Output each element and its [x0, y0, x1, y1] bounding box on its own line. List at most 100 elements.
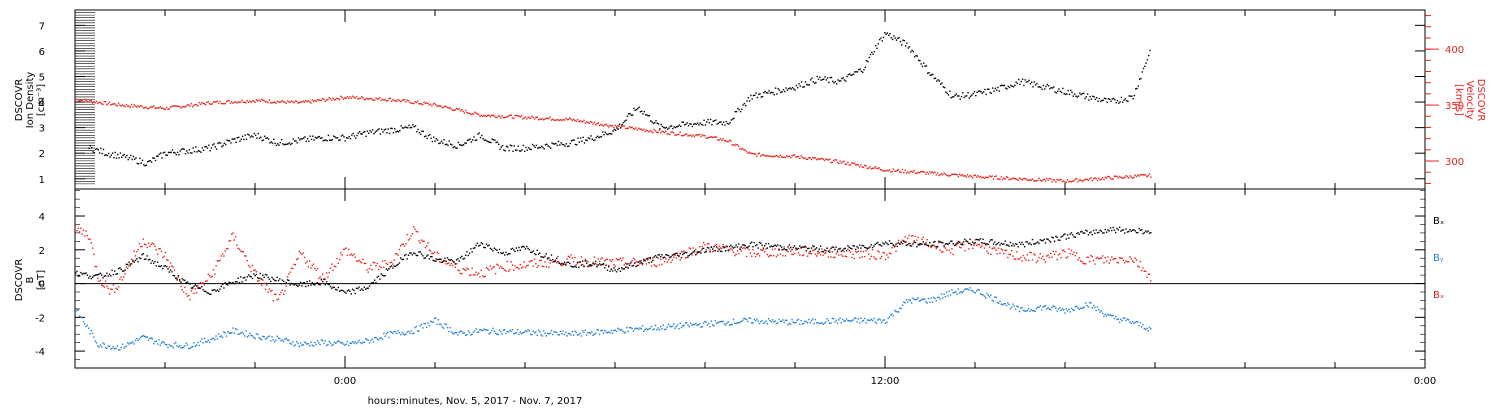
- velocity-point: [557, 118, 559, 121]
- bx-point: [732, 247, 735, 249]
- bx-point: [427, 254, 429, 256]
- bx-point: [255, 273, 258, 276]
- bx-point: [285, 281, 287, 284]
- density-point: [500, 146, 502, 148]
- bz-point: [836, 249, 839, 251]
- bx-point: [121, 270, 124, 272]
- by-point: [1115, 315, 1117, 318]
- bx-point: [119, 267, 121, 269]
- density-point: [317, 136, 319, 138]
- bz-point: [201, 282, 203, 284]
- by-point: [498, 329, 501, 331]
- by-point: [1018, 310, 1021, 313]
- bz-point: [1008, 253, 1010, 255]
- velocity-point: [701, 134, 703, 136]
- bx-point: [145, 258, 147, 260]
- bz-point: [712, 251, 714, 253]
- bx-point: [492, 250, 494, 252]
- bx-point: [517, 249, 519, 252]
- bx-point: [960, 243, 962, 245]
- bz-point: [809, 252, 811, 255]
- velocity-point: [855, 164, 857, 166]
- by-point: [244, 335, 246, 337]
- velocity-point: [271, 102, 273, 104]
- density-point: [288, 142, 291, 144]
- velocity-point: [318, 99, 320, 101]
- bx-point: [753, 241, 755, 244]
- by-point: [964, 288, 966, 290]
- velocity-point: [923, 171, 926, 173]
- by-point: [106, 347, 108, 350]
- by-point: [978, 289, 980, 291]
- by-point: [609, 332, 611, 334]
- density-point: [498, 143, 500, 145]
- bx-point: [279, 278, 281, 280]
- density-point: [254, 134, 257, 136]
- density-point: [214, 146, 216, 148]
- density-point: [416, 131, 418, 133]
- bx-point: [1047, 238, 1049, 241]
- bz-point: [446, 262, 449, 265]
- velocity-point: [244, 101, 246, 103]
- density-point: [358, 131, 361, 133]
- by-point: [725, 324, 727, 326]
- bx-point: [361, 288, 363, 290]
- by-point: [741, 319, 744, 322]
- by-point: [567, 332, 570, 335]
- bz-point: [910, 235, 913, 237]
- by-point: [895, 310, 897, 313]
- bz-point: [788, 248, 791, 250]
- by-point: [418, 330, 420, 332]
- bz-point: [978, 244, 980, 246]
- by-point: [939, 298, 941, 300]
- velocity-point: [774, 155, 776, 157]
- bx-point: [286, 279, 289, 281]
- by-point: [1007, 302, 1009, 304]
- by-point: [545, 335, 547, 337]
- bx-point: [95, 274, 98, 276]
- velocity-point: [561, 119, 563, 122]
- by-point: [310, 341, 312, 343]
- by-point: [491, 329, 493, 332]
- by-point: [358, 339, 360, 342]
- bx-point: [905, 244, 908, 246]
- density-point: [864, 66, 866, 68]
- velocity-point: [925, 173, 927, 175]
- by-point: [518, 333, 520, 336]
- density-point: [539, 147, 541, 149]
- bx-point: [834, 248, 836, 251]
- bx-point: [870, 244, 872, 246]
- velocity-point: [1016, 178, 1018, 181]
- bx-point: [749, 242, 752, 244]
- by-point: [543, 330, 545, 332]
- bx-point: [169, 269, 172, 271]
- density-point: [993, 90, 995, 92]
- velocity-point: [237, 101, 239, 103]
- density-point: [719, 121, 721, 123]
- velocity-point: [479, 115, 481, 118]
- density-point: [309, 135, 311, 137]
- bz-point: [137, 248, 139, 251]
- density-point: [859, 68, 861, 70]
- bx-point: [1085, 229, 1087, 231]
- bx-point: [900, 241, 902, 243]
- by-point: [645, 327, 648, 330]
- bx-point: [197, 287, 199, 289]
- bx-point: [956, 242, 958, 244]
- bx-point: [216, 289, 219, 291]
- bx-point: [142, 253, 144, 255]
- velocity-point: [839, 160, 841, 162]
- bx-point: [622, 268, 624, 270]
- by-point: [1050, 308, 1052, 311]
- bx-point: [644, 259, 646, 262]
- velocity-point: [791, 155, 793, 157]
- velocity-point: [201, 102, 203, 104]
- by-point: [819, 322, 822, 324]
- density-point: [929, 74, 931, 76]
- bx-point: [506, 253, 508, 256]
- by-point: [436, 323, 438, 325]
- bz-point: [180, 285, 182, 288]
- density-point: [1080, 93, 1082, 96]
- velocity-point: [1111, 178, 1113, 180]
- density-point: [1132, 97, 1134, 100]
